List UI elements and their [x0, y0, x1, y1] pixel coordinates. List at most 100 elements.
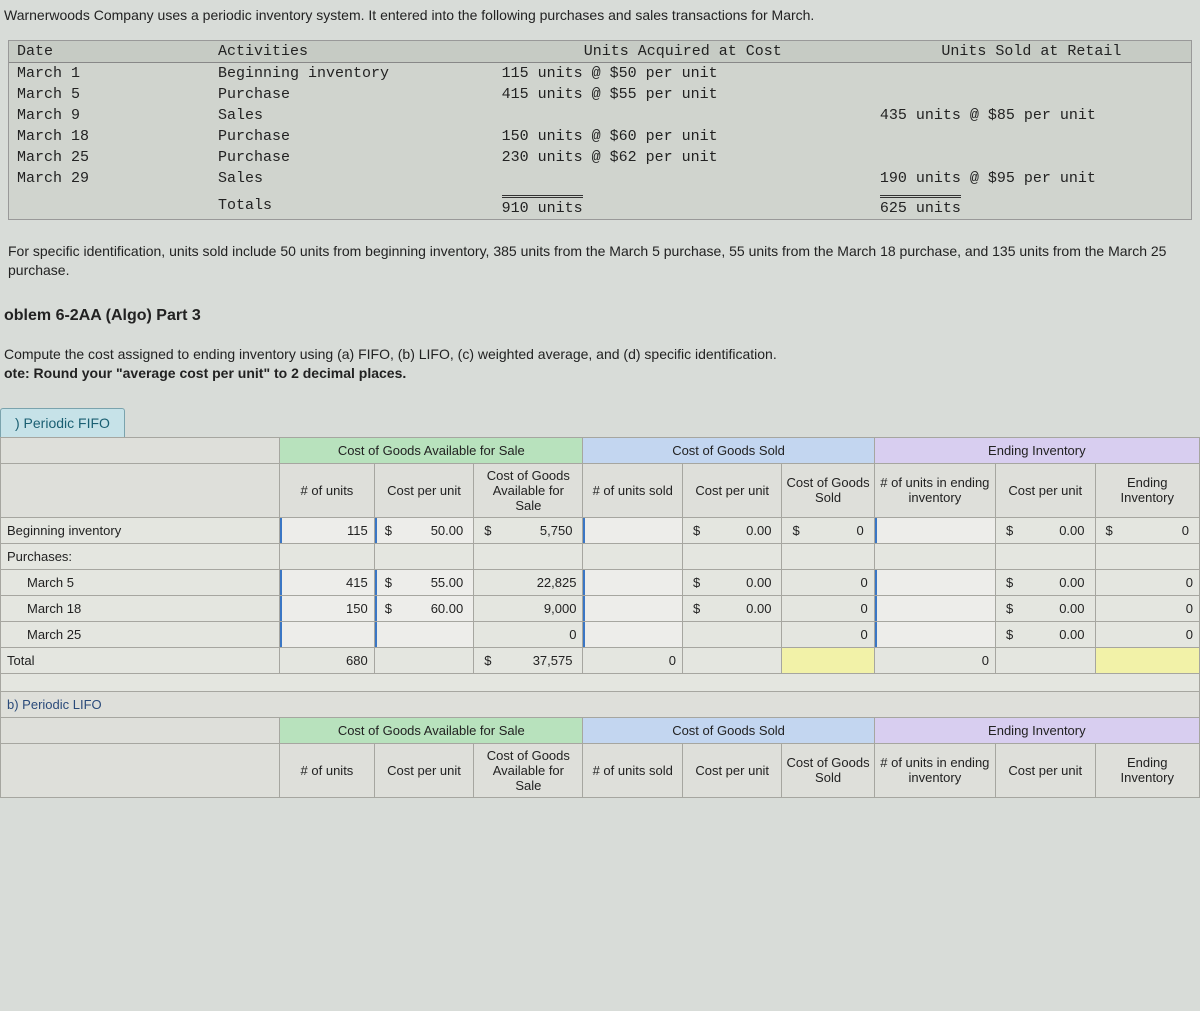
row-label: Total [1, 647, 280, 673]
section-b-label: b) Periodic LIFO [1, 691, 1200, 717]
row-total: Total 680 $37,575 0 0 [1, 647, 1200, 673]
cell: Sales [210, 105, 494, 126]
row-label: March 5 [1, 569, 280, 595]
cell-avail: 9,000 [474, 595, 583, 621]
input-units-sold[interactable] [583, 517, 683, 543]
input-units-sold[interactable] [583, 569, 683, 595]
cell-ei: 0 [1095, 569, 1199, 595]
cell-cpu-ei: $0.00 [996, 569, 1096, 595]
cell-total-ei-u: 0 [874, 647, 995, 673]
value: 5,750 [540, 523, 573, 538]
total-sold: 625 units [880, 195, 961, 217]
dollar-icon: $ [1006, 601, 1013, 616]
col-avail: Cost of Goods Available for Sale [474, 463, 583, 517]
input-units-ei[interactable] [874, 621, 995, 647]
col-cpu: Cost per unit [374, 463, 474, 517]
intro-text: Warnerwoods Company uses a periodic inve… [0, 0, 1200, 40]
group-header-cogs: Cost of Goods Sold [583, 437, 874, 463]
cell-cpu-sold [682, 621, 782, 647]
instructions: Compute the cost assigned to ending inve… [0, 343, 1200, 408]
cell [583, 543, 683, 569]
dollar-icon: $ [792, 523, 799, 538]
col-cogs: Cost of Goods Sold [782, 463, 874, 517]
cell: March 5 [9, 84, 210, 105]
input-units[interactable]: 415 [280, 569, 375, 595]
value: 0.00 [746, 523, 771, 538]
input-units-ei[interactable] [874, 595, 995, 621]
table-row: March 1Beginning inventory115 units @ $5… [9, 62, 1191, 84]
dollar-icon: $ [484, 523, 491, 538]
col-cpu-ei: Cost per unit [996, 743, 1096, 797]
group-header-row-lifo: Cost of Goods Available for Sale Cost of… [1, 717, 1200, 743]
col-ei: Ending Inventory [1095, 463, 1199, 517]
cell [872, 84, 1191, 105]
cell: 625 units [872, 189, 1191, 219]
sub-header-row-lifo: # of units Cost per unit Cost of Goods A… [1, 743, 1200, 797]
dollar-icon: $ [1106, 523, 1113, 538]
group-header-cogs: Cost of Goods Sold [583, 717, 874, 743]
spacer-row [1, 673, 1200, 691]
cell [494, 168, 872, 189]
dollar-icon: $ [1006, 627, 1013, 642]
input-cpu[interactable] [374, 621, 474, 647]
cell-avail: 22,825 [474, 569, 583, 595]
cell: Purchase [210, 147, 494, 168]
cell [782, 543, 874, 569]
input-units[interactable] [280, 621, 375, 647]
row-label: Purchases: [1, 543, 280, 569]
group-header-avail: Cost of Goods Available for Sale [280, 717, 583, 743]
input-units-ei[interactable] [874, 517, 995, 543]
input-units[interactable]: 150 [280, 595, 375, 621]
col-cpu-sold: Cost per unit [682, 743, 782, 797]
section-b-row: b) Periodic LIFO [1, 691, 1200, 717]
dollar-icon: $ [1006, 523, 1013, 538]
blank-header [1, 743, 280, 797]
cell [682, 543, 782, 569]
cell [1095, 543, 1199, 569]
blank-header [1, 463, 280, 517]
cell [874, 543, 995, 569]
table-row: March 18Purchase150 units @ $60 per unit [9, 126, 1191, 147]
row-label: Beginning inventory [1, 517, 280, 543]
dollar-icon: $ [484, 653, 491, 668]
value: 0.00 [746, 601, 771, 616]
cell: 435 units @ $85 per unit [872, 105, 1191, 126]
cell-total-sold-u: 0 [583, 647, 683, 673]
tab-fifo[interactable]: ) Periodic FIFO [0, 408, 125, 437]
cell [374, 543, 474, 569]
input-units[interactable]: 115 [280, 517, 375, 543]
input-units-ei[interactable] [874, 569, 995, 595]
table-row: March 9Sales435 units @ $85 per unit [9, 105, 1191, 126]
dollar-icon: $ [693, 523, 700, 538]
cell: March 29 [9, 168, 210, 189]
group-header-avail: Cost of Goods Available for Sale [280, 437, 583, 463]
col-units-sold: # of units sold [583, 463, 683, 517]
cell-cogs: 0 [782, 595, 874, 621]
cell-ei: 0 [1095, 595, 1199, 621]
row-label: March 25 [1, 621, 280, 647]
row-label: March 18 [1, 595, 280, 621]
cell-ei: $0 [1095, 517, 1199, 543]
row-march18: March 18 150 $60.00 9,000 $0.00 0 $0.00 … [1, 595, 1200, 621]
input-units-sold[interactable] [583, 621, 683, 647]
part-heading: oblem 6-2AA (Algo) Part 3 [0, 301, 1200, 343]
cell-cpu-ei: $0.00 [996, 621, 1096, 647]
value: 0.00 [1059, 627, 1084, 642]
table-row: March 5Purchase415 units @ $55 per unit [9, 84, 1191, 105]
cell: Purchase [210, 126, 494, 147]
value: 37,575 [533, 653, 573, 668]
dollar-icon: $ [385, 523, 392, 538]
table-row-totals: Totals 910 units 625 units [9, 189, 1191, 219]
input-cpu[interactable]: $55.00 [374, 569, 474, 595]
cell-cpu-sold: $0.00 [682, 595, 782, 621]
input-units-sold[interactable] [583, 595, 683, 621]
cell: Totals [210, 189, 494, 219]
cell [682, 647, 782, 673]
value: 50.00 [431, 523, 464, 538]
input-cpu[interactable]: $60.00 [374, 595, 474, 621]
input-cpu[interactable]: $50.00 [374, 517, 474, 543]
instr-line: Compute the cost assigned to ending inve… [4, 346, 777, 362]
th-date: Date [9, 41, 210, 63]
cell: Sales [210, 168, 494, 189]
col-cogs: Cost of Goods Sold [782, 743, 874, 797]
